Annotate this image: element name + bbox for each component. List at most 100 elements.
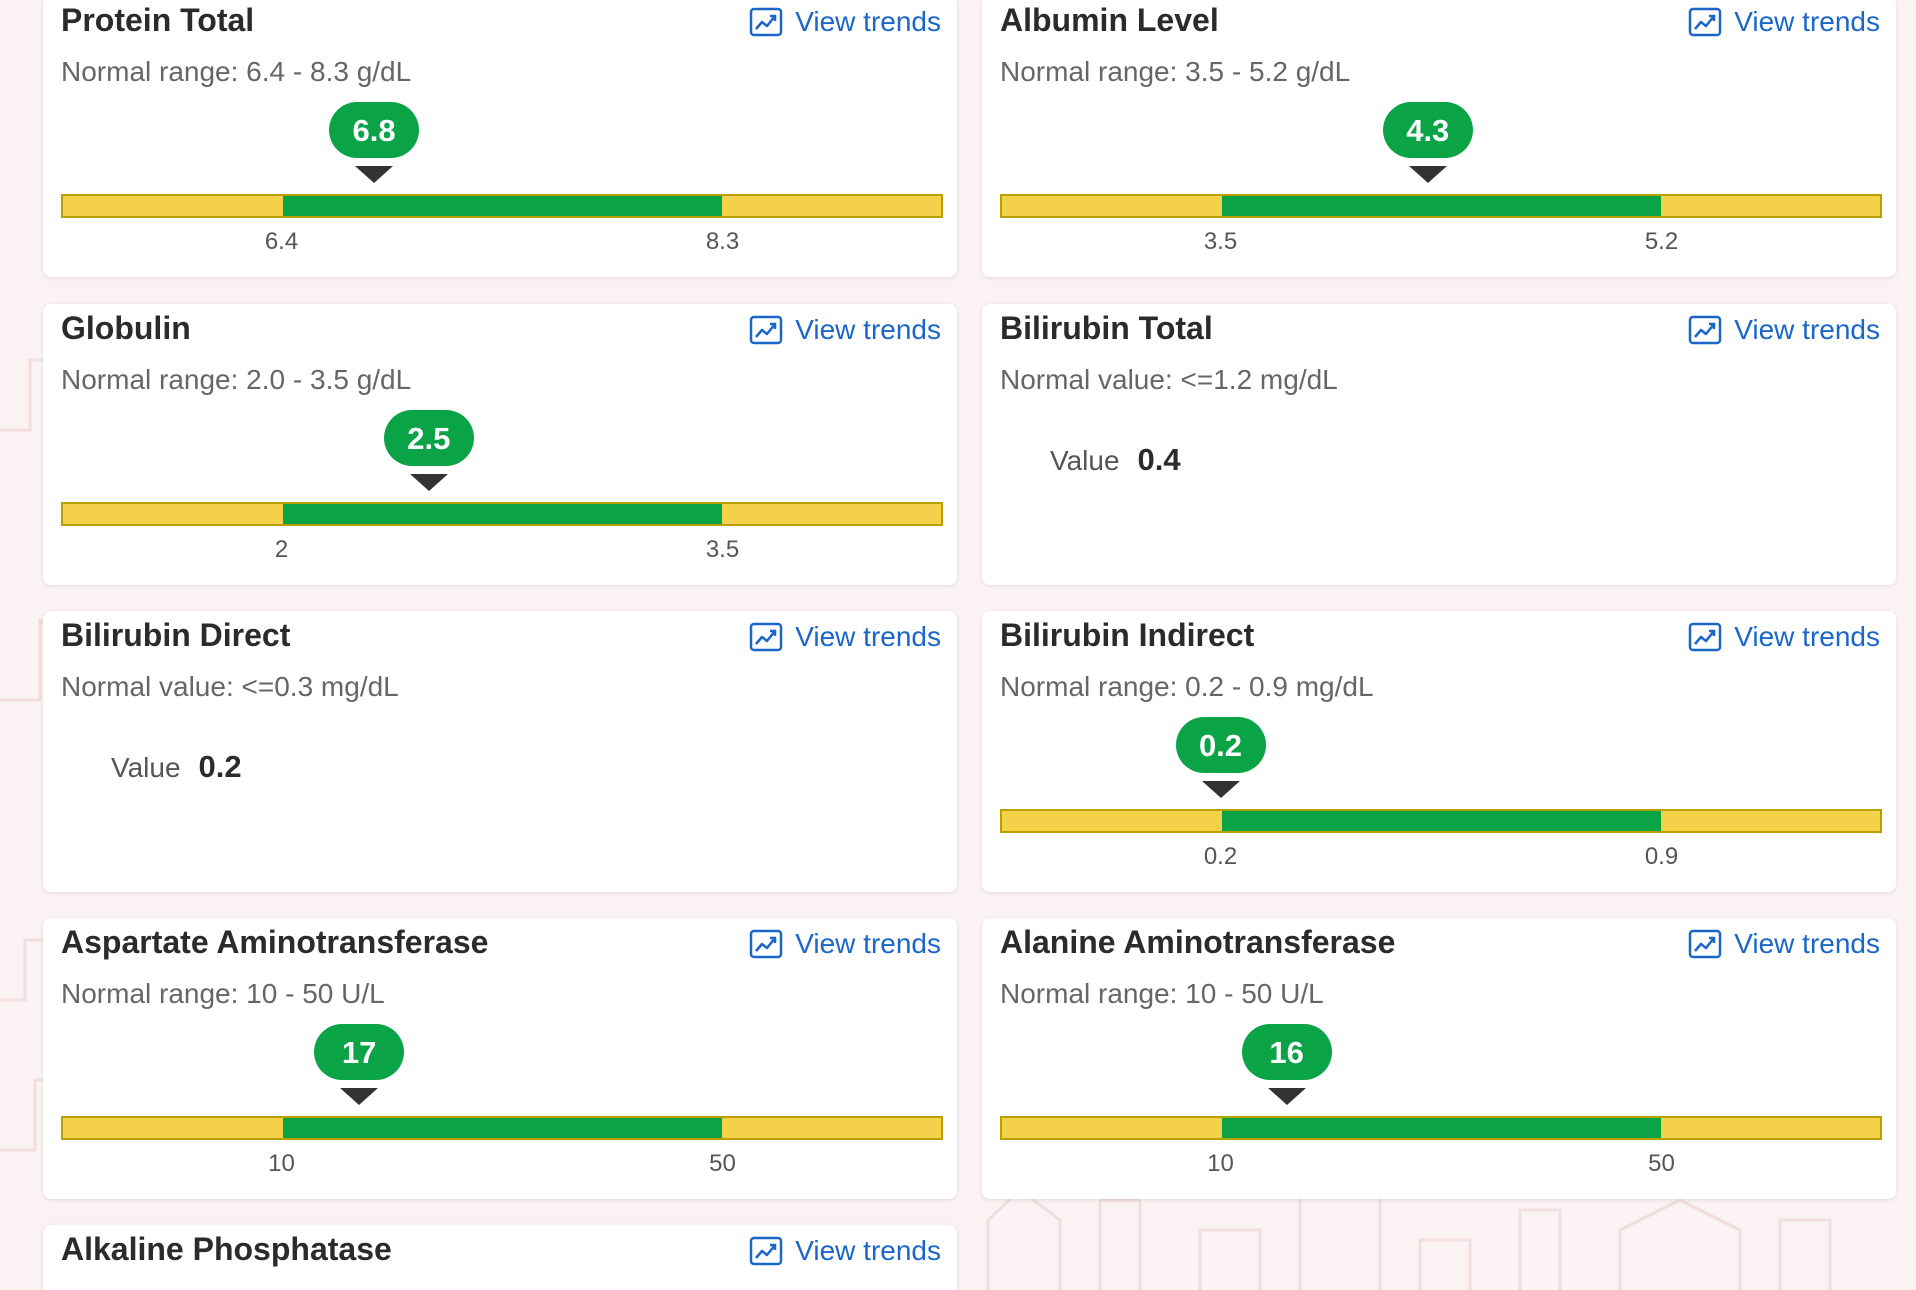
card-title: Alanine Aminotransferase	[1000, 924, 1396, 960]
value-label: Value	[111, 752, 181, 783]
view-trends-link[interactable]: View trends	[749, 314, 941, 346]
normal-range-text: Normal range: 6.4 - 8.3 g/dL	[61, 56, 412, 87]
card-title: Albumin Level	[1000, 2, 1219, 38]
trend-chart-icon	[749, 315, 783, 345]
result-marker: 16	[1241, 1024, 1332, 1105]
card-title: Globulin	[61, 310, 191, 346]
high-limit-tick: 8.3	[705, 228, 740, 255]
low-limit-tick: 10	[1207, 1150, 1234, 1177]
normal-zone	[282, 196, 722, 216]
result-value: 0.4	[1137, 442, 1181, 477]
trend-chart-icon	[749, 929, 783, 959]
card-title: Bilirubin Direct	[61, 617, 291, 653]
normal-zone	[282, 504, 722, 524]
high-limit-tick: 3.5	[705, 536, 740, 563]
range-gauge-bar	[61, 1116, 943, 1140]
marker-pointer-icon	[1408, 166, 1447, 183]
value-label: Value	[1050, 445, 1120, 476]
range-gauge-bar	[1000, 809, 1882, 833]
lab-card-bilirubin-total: Bilirubin Total View trends Normal value…	[982, 304, 1896, 585]
trend-chart-icon	[1688, 929, 1722, 959]
result-value-row: Value 0.2	[111, 749, 242, 785]
normal-range-text: Normal range: 2.0 - 3.5 g/dL	[61, 364, 412, 395]
trend-chart-icon	[749, 622, 783, 652]
result-value-bubble: 6.8	[329, 102, 420, 158]
low-limit-tick: 6.4	[264, 228, 299, 255]
result-marker: 4.3	[1382, 102, 1473, 183]
result-value-bubble: 17	[314, 1024, 405, 1080]
view-trends-link[interactable]: View trends	[749, 6, 941, 38]
lab-card-alanine-aminotransferase: Alanine Aminotransferase View trends Nor…	[982, 918, 1896, 1199]
range-gauge-bar	[61, 502, 943, 526]
result-value-bubble: 2.5	[383, 410, 474, 466]
lab-card-bilirubin-direct: Bilirubin Direct View trends Normal valu…	[43, 611, 957, 892]
high-limit-tick: 50	[1648, 1150, 1675, 1177]
high-limit-tick: 5.2	[1644, 228, 1679, 255]
lab-card-protein-total: Protein Total View trends Normal range: …	[43, 0, 957, 277]
marker-pointer-icon	[1201, 781, 1240, 798]
view-trends-link[interactable]: View trends	[1688, 6, 1880, 38]
normal-zone	[1221, 811, 1661, 831]
view-trends-link[interactable]: View trends	[1688, 314, 1880, 346]
normal-range-text: Normal range: 10 - 50 U/L	[1000, 978, 1324, 1009]
range-gauge-bar	[1000, 194, 1882, 218]
marker-pointer-icon	[340, 1088, 379, 1105]
normal-value-text: Normal value: <=0.3 mg/dL	[61, 671, 399, 702]
view-trends-label: View trends	[1734, 6, 1880, 37]
lab-card-albumin-level: Albumin Level View trends Normal range: …	[982, 0, 1896, 277]
normal-range-text: Normal range: 3.5 - 5.2 g/dL	[1000, 56, 1351, 87]
low-limit-tick: 0.2	[1203, 843, 1238, 870]
result-marker: 6.8	[329, 102, 420, 183]
trend-chart-icon	[1688, 622, 1722, 652]
marker-pointer-icon	[355, 166, 394, 183]
view-trends-label: View trends	[795, 621, 941, 652]
view-trends-label: View trends	[1734, 314, 1880, 345]
card-title: Bilirubin Indirect	[1000, 617, 1255, 653]
view-trends-label: View trends	[1734, 621, 1880, 652]
view-trends-link[interactable]: View trends	[1688, 621, 1880, 653]
lab-card-globulin: Globulin View trends Normal range: 2.0 -…	[43, 304, 957, 585]
view-trends-label: View trends	[1734, 928, 1880, 959]
view-trends-label: View trends	[795, 1235, 941, 1266]
high-limit-tick: 0.9	[1644, 843, 1679, 870]
view-trends-label: View trends	[795, 6, 941, 37]
normal-zone	[1221, 196, 1661, 216]
lab-card-aspartate-aminotransferase: Aspartate Aminotransferase View trends N…	[43, 918, 957, 1199]
marker-pointer-icon	[409, 474, 448, 491]
view-trends-link[interactable]: View trends	[749, 1235, 941, 1267]
result-marker: 2.5	[383, 410, 474, 491]
high-limit-tick: 50	[709, 1150, 736, 1177]
trend-chart-icon	[749, 7, 783, 37]
view-trends-link[interactable]: View trends	[1688, 928, 1880, 960]
card-title: Protein Total	[61, 2, 255, 38]
view-trends-label: View trends	[795, 314, 941, 345]
trend-chart-icon	[1688, 315, 1722, 345]
range-gauge-bar	[1000, 1116, 1882, 1140]
result-marker: 17	[314, 1024, 405, 1105]
result-value-bubble: 4.3	[1382, 102, 1473, 158]
view-trends-link[interactable]: View trends	[749, 928, 941, 960]
card-title: Alkaline Phosphatase	[61, 1231, 392, 1267]
result-marker: 0.2	[1175, 717, 1266, 798]
low-limit-tick: 2	[274, 536, 289, 563]
result-value-row: Value 0.4	[1050, 442, 1181, 478]
low-limit-tick: 3.5	[1203, 228, 1238, 255]
view-trends-label: View trends	[795, 928, 941, 959]
view-trends-link[interactable]: View trends	[749, 621, 941, 653]
result-value-bubble: 16	[1241, 1024, 1332, 1080]
range-gauge-bar	[61, 194, 943, 218]
trend-chart-icon	[1688, 7, 1722, 37]
normal-value-text: Normal value: <=1.2 mg/dL	[1000, 364, 1338, 395]
lab-card-bilirubin-indirect: Bilirubin Indirect View trends Normal ra…	[982, 611, 1896, 892]
card-title: Aspartate Aminotransferase	[61, 924, 489, 960]
normal-zone	[1221, 1118, 1661, 1138]
card-title: Bilirubin Total	[1000, 310, 1213, 346]
lab-card-alkaline-phosphatase: Alkaline Phosphatase View trends	[43, 1225, 957, 1290]
normal-range-text: Normal range: 0.2 - 0.9 mg/dL	[1000, 671, 1374, 702]
result-value-bubble: 0.2	[1175, 717, 1266, 773]
marker-pointer-icon	[1267, 1088, 1306, 1105]
result-value: 0.2	[198, 749, 242, 784]
trend-chart-icon	[749, 1236, 783, 1266]
normal-zone	[282, 1118, 722, 1138]
normal-range-text: Normal range: 10 - 50 U/L	[61, 978, 385, 1009]
